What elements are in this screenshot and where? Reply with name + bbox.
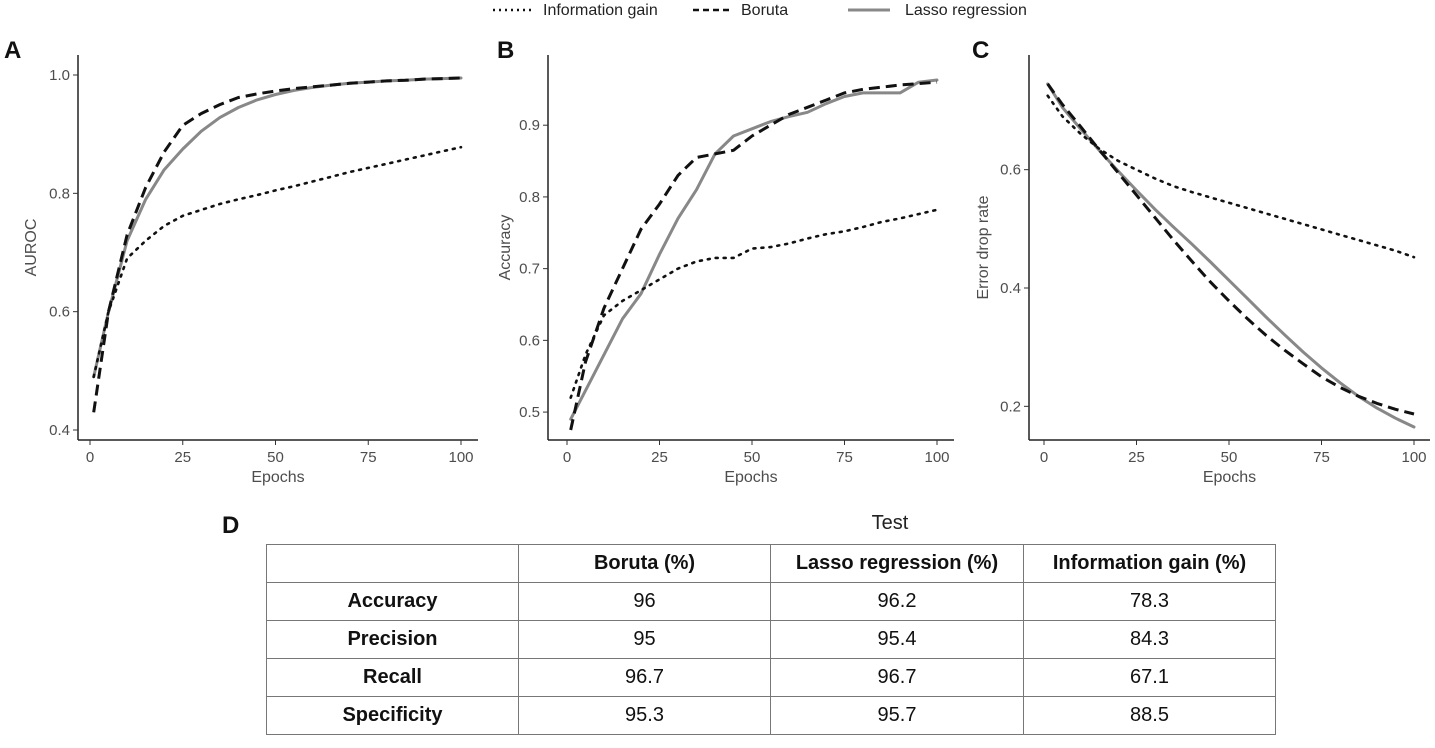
cell-recall-boruta: 96.7 xyxy=(518,658,771,697)
legend-label-boruta: Boruta xyxy=(741,2,788,19)
cell-accuracy-lasso: 96.2 xyxy=(770,582,1024,621)
metrics-table: Boruta (%) Lasso regression (%) Informat… xyxy=(266,544,1276,735)
header-boruta: Boruta (%) xyxy=(518,544,771,583)
panel-letter-d: D xyxy=(222,512,240,539)
error-drop-rate-chart: 0 25 50 75 100 0.2 0.4 0.6 Epochs Error drop rate xyxy=(975,55,1430,486)
x-tick-label: 50 xyxy=(267,449,284,466)
x-tick-label: 75 xyxy=(360,449,377,466)
legend-label-information-gain: Information gain xyxy=(543,2,658,19)
accuracy-chart: 0 25 50 75 100 0.5 0.6 0.7 0.8 0.9 Epochs Accuracy xyxy=(497,55,954,486)
x-axis-title: Epochs xyxy=(724,469,777,486)
series-line-lasso-regression xyxy=(569,78,939,421)
cell-accuracy-boruta: 96 xyxy=(518,582,771,621)
series-line-information-gain xyxy=(92,145,463,379)
header-lasso-regression: Lasso regression (%) xyxy=(770,544,1024,583)
y-tick-label: 1.0 xyxy=(49,67,70,84)
header-information-gain: Information gain (%) xyxy=(1023,544,1276,583)
cell-specificity-infogain: 88.5 xyxy=(1023,696,1276,735)
cell-recall-infogain: 67.1 xyxy=(1023,658,1276,697)
y-axis-title: Accuracy xyxy=(497,215,514,281)
cell-recall-lasso: 96.7 xyxy=(770,658,1024,697)
x-tick-label: 50 xyxy=(744,449,761,466)
cell-accuracy-infogain: 78.3 xyxy=(1023,582,1276,621)
table-row-precision: Precision 95 95.4 84.3 xyxy=(266,620,1276,659)
series-line-information-gain xyxy=(569,208,939,400)
y-tick-label: 0.5 xyxy=(519,404,540,421)
x-tick-label: 0 xyxy=(563,449,571,466)
figure-canvas: Information gain Boruta Lasso regression… xyxy=(4,2,1430,486)
cell-specificity-boruta: 95.3 xyxy=(518,696,771,735)
cell-precision-lasso: 95.4 xyxy=(770,620,1024,659)
panel-letter-b: B xyxy=(497,37,514,64)
x-tick-label: 25 xyxy=(174,449,191,466)
series-line-lasso-regression xyxy=(1046,82,1416,429)
x-tick-label: 100 xyxy=(448,449,473,466)
y-tick-label: 0.6 xyxy=(49,304,70,321)
table-row-accuracy: Accuracy 96 96.2 78.3 xyxy=(266,582,1276,621)
auroc-chart: 0 25 50 75 100 0.4 0.6 0.8 1.0 Epochs AUROC xyxy=(23,55,478,486)
table-row-recall: Recall 96.7 96.7 67.1 xyxy=(266,658,1276,697)
series-line-boruta xyxy=(92,76,462,413)
cell-precision-infogain: 84.3 xyxy=(1023,620,1276,659)
y-tick-label: 0.4 xyxy=(49,422,70,439)
table-row-specificity: Specificity 95.3 95.7 88.5 xyxy=(266,696,1276,735)
legend: Information gain Boruta Lasso regression xyxy=(493,2,1027,19)
y-tick-label: 0.6 xyxy=(519,332,540,349)
y-tick-label: 0.9 xyxy=(519,117,540,134)
y-tick-label: 0.8 xyxy=(519,189,540,206)
series-line-boruta xyxy=(569,80,938,431)
row-label-recall: Recall xyxy=(266,658,519,697)
x-tick-label: 0 xyxy=(1040,449,1048,466)
y-axis-title: Error drop rate xyxy=(975,195,992,299)
header-empty-cell xyxy=(266,544,519,583)
x-tick-label: 0 xyxy=(86,449,94,466)
series-line-lasso-regression xyxy=(92,76,463,379)
x-tick-label: 100 xyxy=(924,449,949,466)
row-label-precision: Precision xyxy=(266,620,519,659)
y-tick-label: 0.2 xyxy=(1000,398,1021,415)
panel-letter-a: A xyxy=(4,37,21,64)
row-label-accuracy: Accuracy xyxy=(266,582,519,621)
y-axis-title: AUROC xyxy=(23,219,40,277)
x-axis-title: Epochs xyxy=(251,469,304,486)
table-header-row: Boruta (%) Lasso regression (%) Informat… xyxy=(266,544,1276,583)
legend-label-lasso-regression: Lasso regression xyxy=(905,2,1027,19)
y-tick-label: 0.8 xyxy=(49,185,70,202)
series-line-information-gain xyxy=(1046,94,1416,259)
y-tick-label: 0.4 xyxy=(1000,280,1021,297)
y-tick-label: 0.7 xyxy=(519,261,540,278)
panel-letter-c: C xyxy=(972,37,989,64)
row-label-specificity: Specificity xyxy=(266,696,519,735)
x-tick-label: 75 xyxy=(836,449,853,466)
x-tick-label: 25 xyxy=(1128,449,1145,466)
x-tick-label: 100 xyxy=(1401,449,1426,466)
x-tick-label: 50 xyxy=(1221,449,1238,466)
table-title: Test xyxy=(871,512,909,534)
x-axis-title: Epochs xyxy=(1203,469,1256,486)
x-tick-label: 25 xyxy=(651,449,668,466)
x-tick-label: 75 xyxy=(1313,449,1330,466)
series-line-boruta xyxy=(1046,83,1415,416)
y-tick-label: 0.6 xyxy=(1000,162,1021,179)
cell-specificity-lasso: 95.7 xyxy=(770,696,1024,735)
cell-precision-boruta: 95 xyxy=(518,620,771,659)
